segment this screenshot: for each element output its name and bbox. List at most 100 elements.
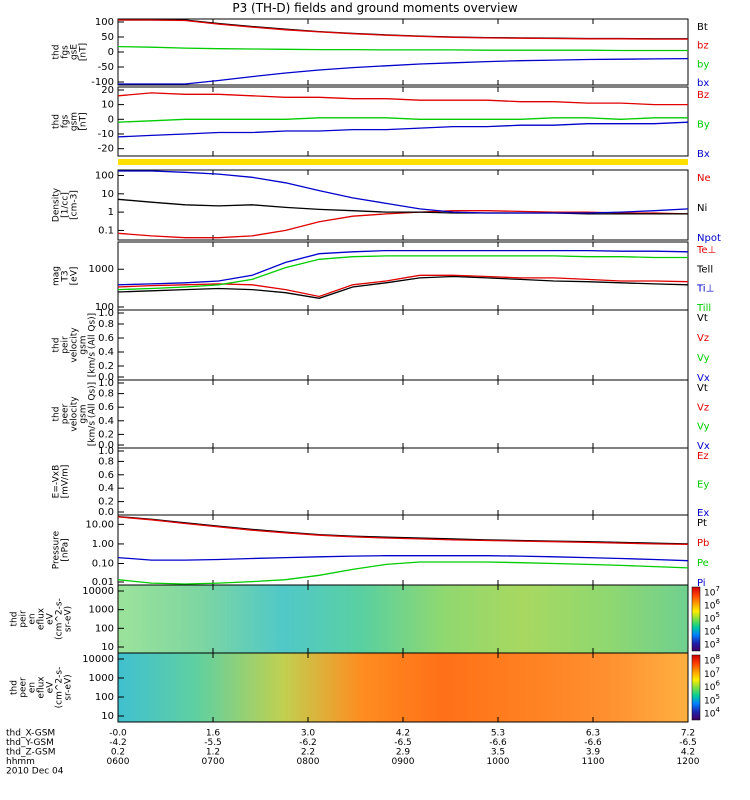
- y-axis-label: en: [28, 613, 38, 624]
- colorbar-label: 105: [704, 611, 720, 625]
- y-tick-label: 1000: [89, 673, 114, 684]
- ephemeris-value: 2.2: [301, 748, 315, 758]
- legend-label: Vt: [697, 383, 708, 394]
- spectrogram-fill: [118, 585, 688, 653]
- ephemeris-value: 6.3: [586, 729, 600, 739]
- series-line-Pt: [117, 515, 689, 545]
- y-axis-label: [km/s (All Qs)]: [88, 313, 98, 377]
- y-axis-label: peir: [19, 610, 29, 628]
- legend-label: Pi: [697, 578, 706, 589]
- y-axis-label: [eV]: [70, 267, 80, 286]
- legend-label: Ni: [697, 203, 707, 214]
- y-tick-label: 10000: [82, 586, 114, 597]
- ephemeris-value: 7.2: [681, 729, 695, 739]
- y-tick-label: 0.8: [98, 456, 114, 467]
- y-tick-label: 1.0: [98, 446, 114, 457]
- ephemeris-value: 4.2: [396, 729, 410, 739]
- legend-label: Ey: [697, 480, 709, 491]
- y-tick-label: 10.00: [85, 519, 114, 530]
- series-line-Ti⊥: [117, 249, 689, 286]
- legend-label: by: [697, 59, 709, 70]
- ephemeris-value: 3.9: [586, 748, 601, 758]
- ephemeris-value: 0600: [107, 757, 130, 767]
- series-line-Pi: [117, 555, 689, 562]
- data-gap-bar: [118, 159, 688, 165]
- y-axis-label: thd: [52, 114, 62, 129]
- y-tick-label: 0.2: [98, 429, 114, 440]
- legend-label: Pt: [697, 518, 707, 529]
- ephemeris-value: 1.6: [206, 729, 221, 739]
- y-axis-label: thd: [10, 680, 20, 695]
- legend-label: Vt: [697, 313, 708, 324]
- y-tick-label: -10: [98, 129, 114, 140]
- y-tick-label: 100: [95, 302, 114, 313]
- y-axis-label: fgs: [61, 114, 71, 128]
- legend-label: bx: [697, 78, 709, 89]
- y-tick-label: 0: [108, 114, 114, 125]
- y-axis-label: [nT]: [79, 112, 89, 130]
- y-tick-label: 1.0: [98, 308, 114, 319]
- y-axis-label: en: [28, 682, 38, 693]
- ephemeris-value: 5.3: [491, 729, 505, 739]
- panel-frame: [117, 86, 689, 157]
- y-tick-label: 100: [95, 692, 114, 703]
- ephemeris-label: thd_Z-GSM: [6, 748, 55, 758]
- y-axis-label: thd: [10, 612, 20, 627]
- y-axis-label: Density: [52, 187, 62, 222]
- legend-label: Till: [696, 303, 711, 314]
- y-axis-label: peer: [61, 403, 71, 424]
- spectrogram-electron-eflux: [118, 653, 688, 722]
- y-axis-label: mag: [52, 266, 62, 286]
- series-line-bx: [118, 57, 689, 85]
- colorbar-exponent: 5: [715, 693, 719, 701]
- y-tick-label: 0.0: [98, 440, 114, 451]
- y-tick-label: 10: [101, 711, 114, 722]
- y-axis-label: thd: [52, 338, 62, 353]
- y-axis-label: gsm: [70, 112, 80, 131]
- colorbar-exponent: 3: [715, 637, 719, 645]
- y-tick-label: 1.00: [92, 539, 114, 550]
- colorbar-label: 107: [704, 666, 720, 680]
- series-line-Te⊥: [117, 274, 689, 298]
- y-tick-label: 1000: [89, 605, 114, 616]
- y-axis-label: sr-eV): [64, 606, 74, 632]
- y-axis-label: eV: [46, 681, 56, 694]
- legend-label: By: [697, 120, 710, 131]
- y-tick-label: 0.2: [98, 361, 114, 372]
- colorbar-exponent: 4: [715, 624, 720, 632]
- ephemeris-label: hhmm: [6, 757, 35, 767]
- y-axis-label: (cm^2-s-: [55, 667, 65, 709]
- ephemeris-value: -4.2: [109, 738, 127, 748]
- y-axis-label: sr-eV): [64, 674, 74, 700]
- y-tick-label: 20: [101, 85, 114, 96]
- ephemeris-value: 0900: [392, 757, 415, 767]
- ephemeris-value: 0.2: [111, 748, 125, 758]
- series-line-Till: [117, 255, 688, 291]
- colorbar-exponent: 7: [715, 666, 719, 674]
- y-tick-label: 0.6: [98, 470, 114, 481]
- y-axis-label: [mV/m]: [61, 465, 71, 499]
- colorbar-exponent: 5: [715, 611, 719, 619]
- legend-label: Pb: [697, 538, 709, 549]
- spectrogram-ion-eflux: [118, 585, 688, 653]
- colorbar-label: 105: [704, 693, 720, 707]
- colorbar-exponent: 7: [715, 585, 719, 593]
- y-tick-label: 0.0: [98, 507, 114, 518]
- ephemeris-label: thd_Y-GSM: [6, 738, 54, 748]
- colorbar: [691, 586, 701, 652]
- y-tick-label: 0.4: [98, 347, 114, 358]
- series-line-Bx: [117, 121, 689, 138]
- y-tick-label: -50: [98, 62, 114, 73]
- y-axis-label: eV: [46, 612, 56, 625]
- y-axis-label: [nPa]: [61, 538, 71, 561]
- y-axis-label: peer: [19, 677, 29, 698]
- y-tick-label: -20: [98, 144, 114, 155]
- ephemeris-value: 4.2: [681, 748, 695, 758]
- legend-label: Vz: [697, 333, 709, 344]
- ephemeris-value: -6.5: [679, 738, 697, 748]
- y-axis-label: [nT]: [79, 43, 89, 61]
- y-tick-label: 10: [101, 189, 114, 200]
- y-axis-label: T3: [61, 270, 71, 282]
- colorbar-label: 107: [704, 585, 720, 599]
- ephemeris-value: 2.9: [396, 748, 411, 758]
